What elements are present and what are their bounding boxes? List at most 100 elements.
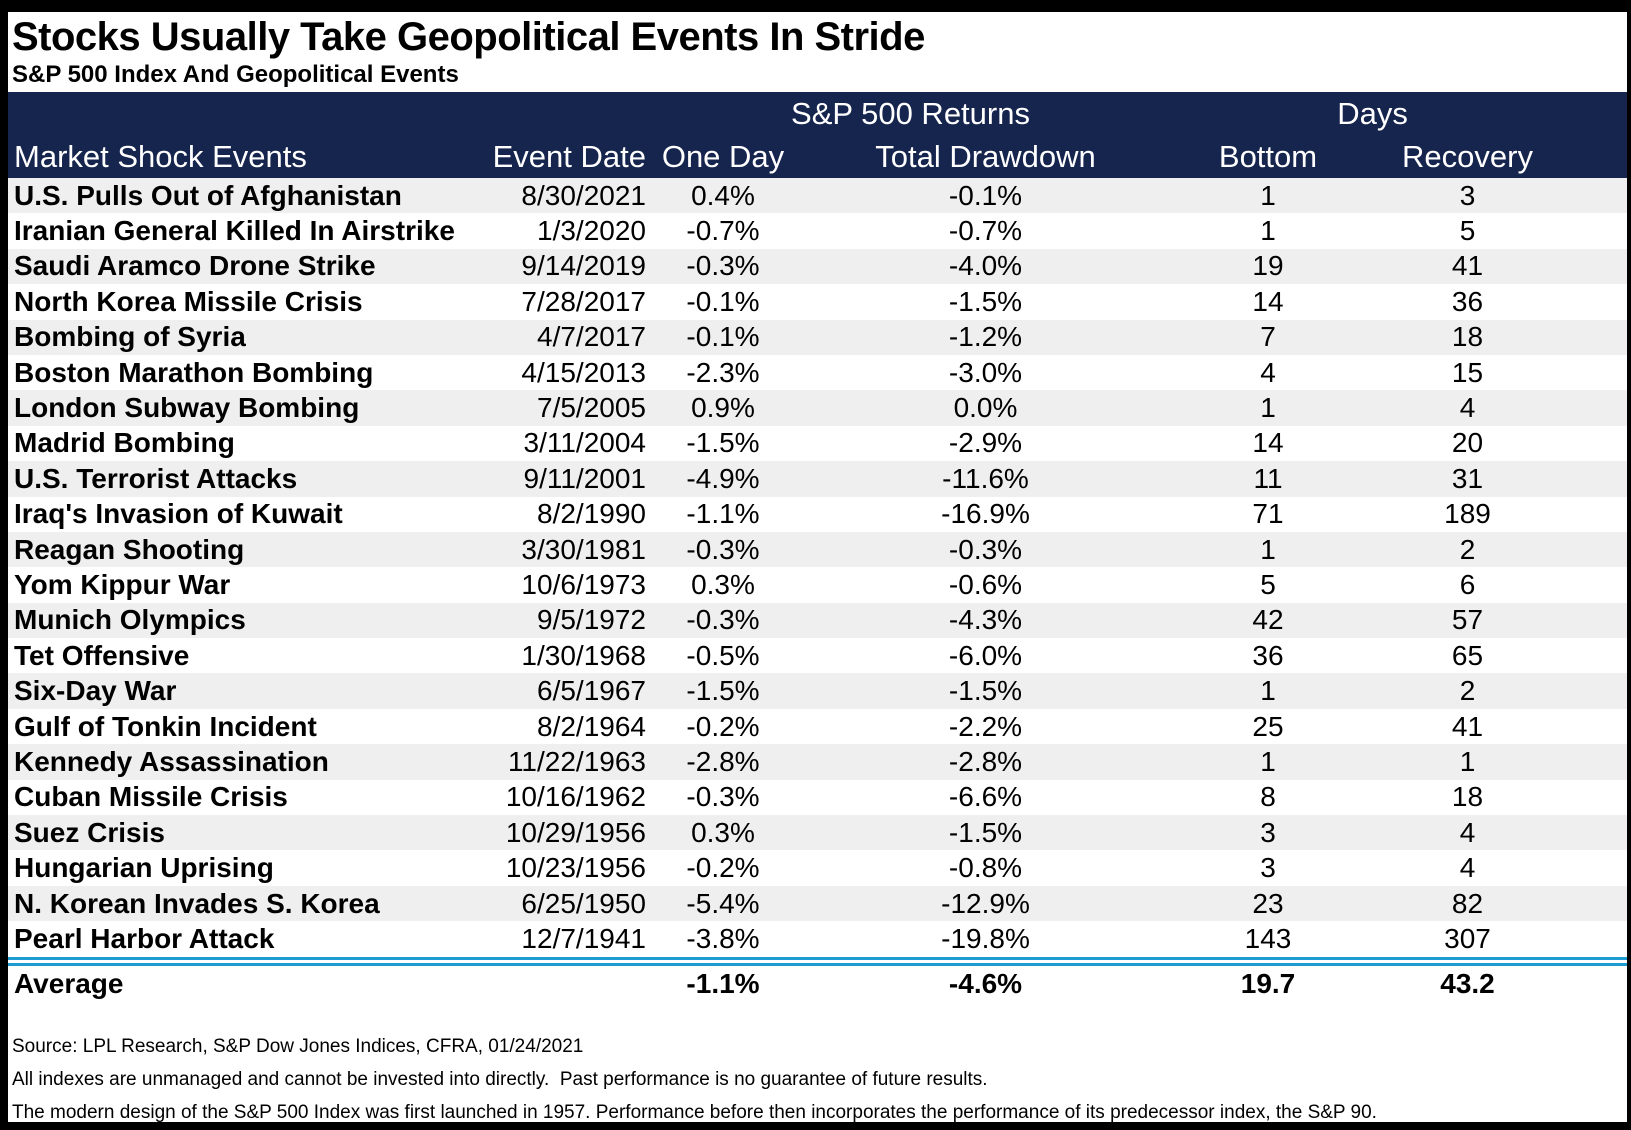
table-row: Madrid Bombing 3/11/2004 -1.5% -2.9% 14 …: [8, 425, 1627, 462]
event-date-cell: 10/6/1973: [475, 567, 648, 603]
total-drawdown-cell: -1.5%: [798, 284, 1173, 320]
total-drawdown-cell: -0.1%: [798, 178, 1173, 214]
one-day-return-cell: 0.3%: [648, 815, 798, 851]
event-name-cell: North Korea Missile Crisis: [8, 284, 475, 320]
event-name-cell: Iraq's Invasion of Kuwait: [8, 496, 475, 532]
bottom-days-cell: 23: [1173, 885, 1363, 922]
bottom-days-cell: 5: [1173, 567, 1363, 603]
total-drawdown-cell: -2.2%: [798, 708, 1173, 745]
recovery-days-cell: 31: [1363, 461, 1627, 497]
bottom-days-cell: 42: [1173, 602, 1363, 639]
table-row: Iranian General Killed In Airstrike 1/3/…: [8, 213, 1627, 249]
column-header-total-drawdown: Total Drawdown: [798, 135, 1173, 178]
total-drawdown-cell: -1.5%: [798, 815, 1173, 851]
one-day-return-cell: -1.5%: [648, 673, 798, 709]
table-row: London Subway Bombing 7/5/2005 0.9% 0.0%…: [8, 390, 1627, 426]
bottom-days-cell: 1: [1173, 213, 1363, 249]
column-header-row: Market Shock Events Event Date One Day T…: [8, 135, 1627, 178]
recovery-days-cell: 20: [1363, 425, 1627, 462]
table-row: Munich Olympics 9/5/1972 -0.3% -4.3% 42 …: [8, 602, 1627, 639]
table-body: U.S. Pulls Out of Afghanistan 8/30/2021 …: [8, 178, 1627, 957]
event-date-cell: 4/15/2013: [475, 354, 648, 391]
table-row: U.S. Terrorist Attacks 9/11/2001 -4.9% -…: [8, 461, 1627, 497]
disclaimer-line-2: The modern design of the S&P 500 Index w…: [12, 1101, 1377, 1123]
event-name-cell: London Subway Bombing: [8, 390, 475, 426]
bottom-days-cell: 1: [1173, 673, 1363, 709]
event-date-cell: 8/30/2021: [475, 178, 648, 214]
average-date-cell: [475, 956, 648, 1002]
one-day-return-cell: -0.2%: [648, 850, 798, 886]
event-date-cell: 8/2/1964: [475, 708, 648, 745]
average-row: Average -1.1% -4.6% 19.7 43.2: [8, 956, 1627, 1002]
total-drawdown-cell: 0.0%: [798, 390, 1173, 426]
recovery-days-cell: 2: [1363, 531, 1627, 568]
event-date-cell: 1/30/1968: [475, 638, 648, 674]
table-row: Pearl Harbor Attack 12/7/1941 -3.8% -19.…: [8, 921, 1627, 957]
recovery-days-cell: 5: [1363, 213, 1627, 249]
event-name-cell: Reagan Shooting: [8, 531, 475, 568]
total-drawdown-cell: -19.8%: [798, 921, 1173, 957]
bottom-days-cell: 1: [1173, 178, 1363, 214]
recovery-days-cell: 189: [1363, 496, 1627, 532]
table-row: North Korea Missile Crisis 7/28/2017 -0.…: [8, 284, 1627, 320]
event-name-cell: Yom Kippur War: [8, 567, 475, 603]
table-row: Six-Day War 6/5/1967 -1.5% -1.5% 1 2: [8, 673, 1627, 709]
table-row: Suez Crisis 10/29/1956 0.3% -1.5% 3 4: [8, 815, 1627, 851]
recovery-days-cell: 18: [1363, 779, 1627, 816]
bottom-days-cell: 4: [1173, 354, 1363, 391]
total-drawdown-cell: -1.5%: [798, 673, 1173, 709]
recovery-days-cell: 4: [1363, 815, 1627, 851]
recovery-days-cell: 2: [1363, 673, 1627, 709]
event-name-cell: Munich Olympics: [8, 602, 475, 639]
event-date-cell: 6/5/1967: [475, 673, 648, 709]
one-day-return-cell: -0.1%: [648, 319, 798, 355]
bottom-days-cell: 3: [1173, 815, 1363, 851]
total-drawdown-cell: -6.6%: [798, 779, 1173, 816]
bottom-days-cell: 19: [1173, 248, 1363, 285]
event-date-cell: 8/2/1990: [475, 496, 648, 532]
total-drawdown-cell: -0.8%: [798, 850, 1173, 886]
column-header-recovery: Recovery: [1363, 135, 1627, 178]
average-label-cell: Average: [8, 956, 475, 1002]
table-row: Yom Kippur War 10/6/1973 0.3% -0.6% 5 6: [8, 567, 1627, 603]
one-day-return-cell: -1.5%: [648, 425, 798, 462]
one-day-return-cell: -0.5%: [648, 638, 798, 674]
table-row: Hungarian Uprising 10/23/1956 -0.2% -0.8…: [8, 850, 1627, 886]
total-drawdown-cell: -0.7%: [798, 213, 1173, 249]
bottom-days-cell: 143: [1173, 921, 1363, 957]
column-header-market-shock-events: Market Shock Events: [8, 135, 475, 178]
event-date-cell: 12/7/1941: [475, 921, 648, 957]
events-table: S&P 500 Returns Days Market Shock Events…: [8, 92, 1627, 1002]
one-day-return-cell: -0.3%: [648, 248, 798, 285]
one-day-return-cell: -0.2%: [648, 708, 798, 745]
one-day-return-cell: -0.1%: [648, 284, 798, 320]
total-drawdown-cell: -12.9%: [798, 885, 1173, 922]
event-date-cell: 9/14/2019: [475, 248, 648, 285]
recovery-days-cell: 41: [1363, 248, 1627, 285]
group-header-days: Days: [1173, 92, 1627, 135]
one-day-return-cell: 0.4%: [648, 178, 798, 214]
column-header-bottom: Bottom: [1173, 135, 1363, 178]
event-name-cell: Tet Offensive: [8, 638, 475, 674]
source-line: Source: LPL Research, S&P Dow Jones Indi…: [12, 1035, 584, 1057]
event-name-cell: Bombing of Syria: [8, 319, 475, 355]
one-day-return-cell: 0.9%: [648, 390, 798, 426]
event-name-cell: Boston Marathon Bombing: [8, 354, 475, 391]
event-name-cell: Madrid Bombing: [8, 425, 475, 462]
one-day-return-cell: -0.7%: [648, 213, 798, 249]
event-date-cell: 7/28/2017: [475, 284, 648, 320]
bottom-days-cell: 11: [1173, 461, 1363, 497]
event-name-cell: Pearl Harbor Attack: [8, 921, 475, 957]
column-header-event-date: Event Date: [475, 135, 648, 178]
event-name-cell: Kennedy Assassination: [8, 744, 475, 780]
event-name-cell: Saudi Aramco Drone Strike: [8, 248, 475, 285]
total-drawdown-cell: -0.3%: [798, 531, 1173, 568]
event-date-cell: 3/30/1981: [475, 531, 648, 568]
group-header-returns: S&P 500 Returns: [648, 92, 1173, 135]
recovery-days-cell: 57: [1363, 602, 1627, 639]
bottom-days-cell: 1: [1173, 744, 1363, 780]
bottom-days-cell: 1: [1173, 531, 1363, 568]
bottom-days-cell: 25: [1173, 708, 1363, 745]
column-header-one-day: One Day: [648, 135, 798, 178]
table-row: Kennedy Assassination 11/22/1963 -2.8% -…: [8, 744, 1627, 780]
